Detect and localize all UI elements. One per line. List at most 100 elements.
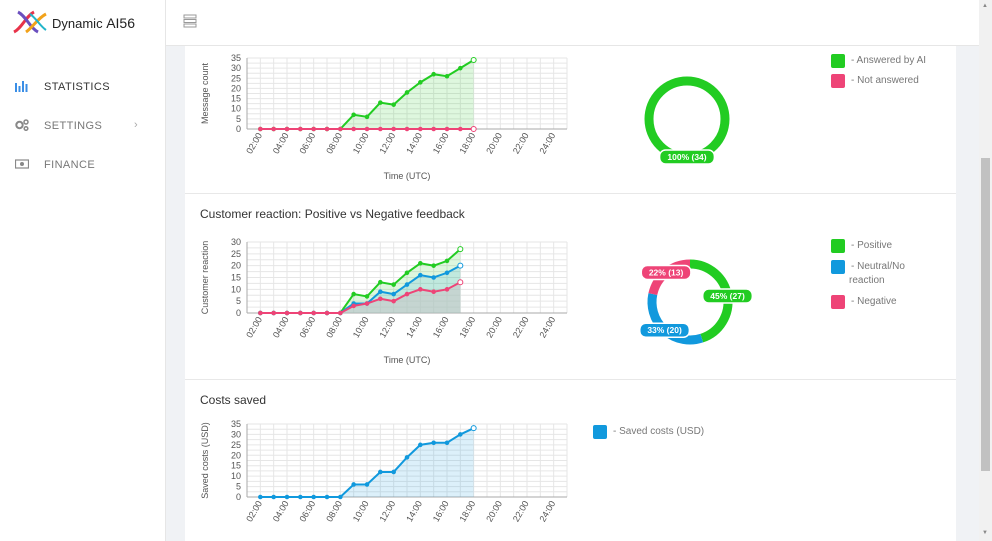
menu-toggle-icon[interactable] [183, 14, 197, 28]
data-point[interactable] [444, 440, 450, 446]
data-point[interactable] [298, 494, 303, 500]
data-point[interactable] [444, 287, 450, 292]
data-point[interactable] [364, 294, 370, 299]
data-point[interactable] [391, 298, 396, 304]
scrollbar[interactable]: ▲ ▼ [979, 0, 992, 541]
data-point[interactable] [338, 310, 343, 316]
data-point[interactable] [351, 126, 356, 132]
data-point[interactable] [404, 282, 410, 287]
data-point[interactable] [431, 440, 436, 446]
data-point[interactable] [258, 494, 263, 500]
data-point[interactable] [378, 289, 383, 295]
data-point[interactable] [351, 291, 356, 297]
data-point[interactable] [324, 310, 330, 316]
app-name: Dynamic AI56 [52, 15, 135, 31]
data-point[interactable] [338, 494, 343, 500]
data-point[interactable] [391, 291, 396, 297]
y-tick-label: 20 [231, 83, 241, 93]
data-point[interactable] [391, 469, 396, 475]
data-point[interactable] [444, 73, 450, 79]
data-point[interactable] [418, 272, 423, 278]
y-tick-label: 0 [236, 124, 241, 134]
data-point[interactable] [364, 301, 370, 306]
scroll-up-icon[interactable]: ▲ [982, 3, 988, 9]
data-point[interactable] [457, 246, 464, 253]
data-point[interactable] [351, 303, 356, 309]
data-point[interactable] [457, 279, 464, 286]
x-tick-label: 02:00 [244, 315, 264, 340]
data-point[interactable] [404, 455, 410, 460]
data-point[interactable] [444, 270, 450, 276]
data-point[interactable] [418, 126, 423, 132]
scroll-thumb[interactable] [981, 158, 990, 471]
data-point[interactable] [391, 282, 396, 287]
x-tick-label: 18:00 [457, 315, 477, 340]
brand[interactable]: Dynamic AI56 [0, 0, 166, 46]
sidebar-item-finance[interactable]: FINANCE [0, 150, 166, 180]
sidebar-item-settings[interactable]: SETTINGS › [0, 111, 166, 141]
y-tick-label: 0 [236, 308, 241, 318]
data-point[interactable] [444, 126, 450, 132]
y-tick-label: 25 [231, 249, 241, 259]
data-point[interactable] [458, 65, 463, 71]
data-point[interactable] [378, 126, 383, 132]
data-point[interactable] [284, 494, 290, 500]
data-point[interactable] [284, 310, 290, 316]
data-point[interactable] [404, 126, 410, 132]
data-point[interactable] [444, 258, 450, 264]
data-point[interactable] [431, 263, 436, 268]
y-tick-label: 10 [231, 284, 241, 294]
donut-label-box [701, 288, 754, 304]
data-point[interactable] [298, 310, 303, 316]
data-point[interactable] [324, 126, 330, 132]
data-point[interactable] [311, 126, 316, 132]
data-point[interactable] [458, 432, 463, 437]
data-point[interactable] [271, 126, 276, 132]
answered-donut-chart: 100% (34) [644, 76, 730, 165]
sidebar-item-statistics[interactable]: STATISTICS [0, 72, 166, 102]
donut-slice[interactable] [644, 76, 730, 162]
data-point[interactable] [324, 494, 330, 500]
data-point[interactable] [431, 71, 436, 77]
x-tick-label: 06:00 [297, 131, 317, 156]
data-point[interactable] [431, 275, 436, 280]
data-point[interactable] [418, 287, 423, 292]
data-point[interactable] [391, 102, 396, 107]
data-point[interactable] [364, 114, 370, 120]
data-point[interactable] [418, 261, 423, 266]
data-point[interactable] [404, 270, 410, 276]
data-point[interactable] [271, 494, 276, 500]
data-point[interactable] [378, 469, 383, 475]
data-point[interactable] [418, 442, 423, 448]
data-point[interactable] [311, 494, 316, 500]
data-point[interactable] [470, 57, 477, 64]
data-point[interactable] [258, 310, 263, 316]
data-point[interactable] [284, 126, 290, 132]
data-point[interactable] [258, 126, 263, 132]
data-point[interactable] [431, 289, 436, 295]
data-point[interactable] [364, 482, 370, 487]
data-point[interactable] [404, 90, 410, 95]
data-point[interactable] [271, 310, 276, 316]
data-point[interactable] [378, 100, 383, 105]
data-point[interactable] [470, 425, 477, 432]
data-point[interactable] [470, 126, 477, 132]
x-tick-label: 08:00 [324, 131, 344, 156]
data-point[interactable] [378, 279, 383, 285]
data-point[interactable] [418, 80, 423, 85]
y-tick-label: 35 [231, 53, 241, 63]
data-point[interactable] [364, 126, 370, 132]
data-point[interactable] [298, 126, 303, 132]
data-point[interactable] [404, 291, 410, 297]
data-point[interactable] [457, 262, 464, 269]
data-point[interactable] [351, 482, 356, 487]
data-point[interactable] [338, 126, 343, 132]
scroll-down-icon[interactable]: ▼ [982, 530, 988, 536]
data-point[interactable] [458, 126, 463, 132]
data-point[interactable] [431, 126, 436, 132]
data-point[interactable] [351, 112, 356, 118]
data-point[interactable] [378, 296, 383, 302]
x-tick-label: 22:00 [511, 499, 531, 524]
data-point[interactable] [311, 310, 316, 316]
data-point[interactable] [391, 126, 396, 132]
